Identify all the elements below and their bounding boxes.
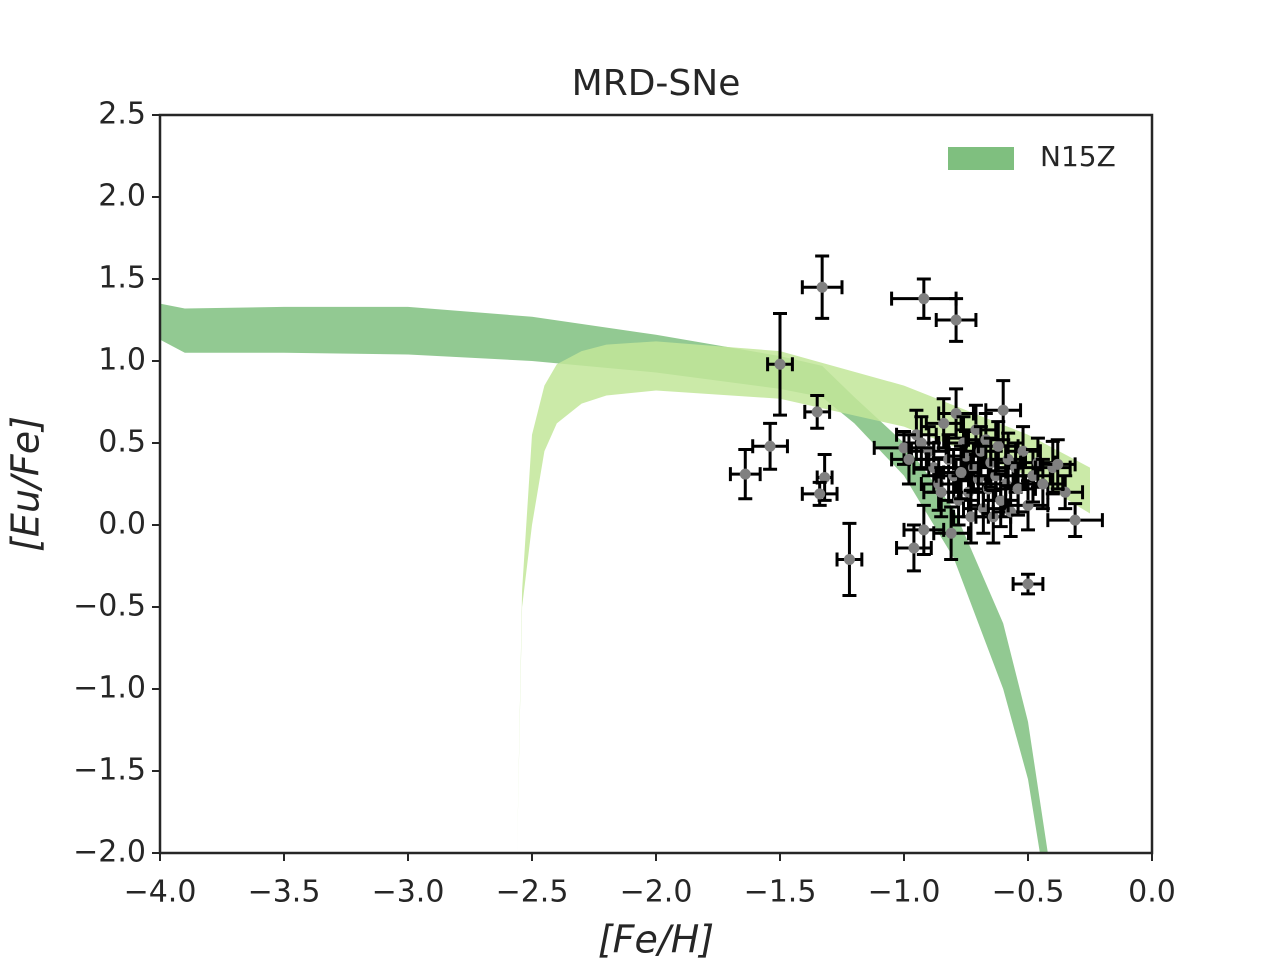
x-tick-label: −0.5 (992, 875, 1065, 910)
x-axis-label: [Fe/H] (598, 918, 714, 961)
x-tick-label: −2.0 (620, 875, 693, 910)
data-point (1037, 478, 1049, 490)
data-point (1052, 458, 1064, 470)
data-point (1012, 483, 1024, 495)
data-point (945, 527, 957, 539)
data-point (814, 488, 826, 500)
legend-swatch (948, 147, 1014, 170)
legend-label: N15Z (1040, 140, 1116, 173)
data-point (811, 406, 823, 418)
data-point (739, 468, 751, 480)
data-point (995, 494, 1007, 506)
error-point (1038, 438, 1077, 491)
x-tick-label: −4.0 (124, 875, 197, 910)
data-point (816, 281, 828, 293)
error-point (890, 277, 958, 320)
data-point (908, 542, 920, 554)
y-tick-label: 0.5 (98, 425, 146, 460)
data-point (1017, 445, 1029, 457)
data-point (819, 471, 831, 483)
data-point (903, 453, 915, 465)
x-tick-label: −3.5 (248, 875, 321, 910)
data-point (918, 524, 930, 536)
error-point (766, 311, 794, 417)
error-point (803, 393, 832, 430)
plot-area (160, 254, 1104, 853)
band (517, 341, 1090, 853)
y-tick-label: −2.0 (73, 835, 146, 870)
error-point (835, 521, 864, 598)
error-point (932, 505, 970, 561)
y-tick-label: −1.5 (73, 753, 146, 788)
data-point (774, 358, 786, 370)
error-point (895, 523, 933, 573)
error-point (984, 379, 1023, 442)
data-point (977, 503, 989, 515)
error-point (902, 503, 946, 557)
error-point (922, 466, 961, 519)
y-tick-label: 2.5 (98, 97, 146, 132)
y-tick-label: 2.0 (98, 179, 146, 214)
error-point (800, 254, 844, 320)
x-tick-label: −1.5 (744, 875, 817, 910)
data-point (950, 314, 962, 326)
data-point (997, 404, 1009, 416)
y-tick-label: −1.0 (73, 671, 146, 706)
error-point (942, 444, 980, 501)
data-point (1069, 514, 1081, 526)
data-point (918, 293, 930, 305)
data-point (764, 440, 776, 452)
error-point (728, 448, 762, 501)
data-point (955, 467, 967, 479)
x-tick-label: −3.0 (372, 875, 445, 910)
error-point (751, 421, 789, 471)
y-tick-label: 0.0 (98, 507, 146, 542)
y-tick-label: 1.0 (98, 343, 146, 378)
y-tick-label: 1.5 (98, 261, 146, 296)
data-point (898, 442, 910, 454)
chart-title: MRD-SNe (572, 63, 741, 104)
error-point (890, 433, 928, 486)
data-point (938, 417, 950, 429)
data-point (915, 437, 927, 449)
data-point (843, 553, 855, 565)
data-point (1022, 578, 1034, 590)
data-point (965, 511, 977, 523)
error-point (934, 297, 978, 343)
error-point (1011, 572, 1045, 596)
data-point (935, 486, 947, 498)
x-tick-label: −1.0 (868, 875, 941, 910)
x-tick-label: 0.0 (1128, 875, 1176, 910)
data-point (992, 440, 1004, 452)
error-point (800, 480, 839, 507)
error-point (1046, 502, 1104, 538)
data-point (910, 429, 922, 441)
y-axis-label: [Eu/Fe] (4, 416, 48, 552)
y-tick-label: −0.5 (73, 589, 146, 624)
x-tick-label: −2.5 (496, 875, 569, 910)
error-point (895, 408, 938, 461)
